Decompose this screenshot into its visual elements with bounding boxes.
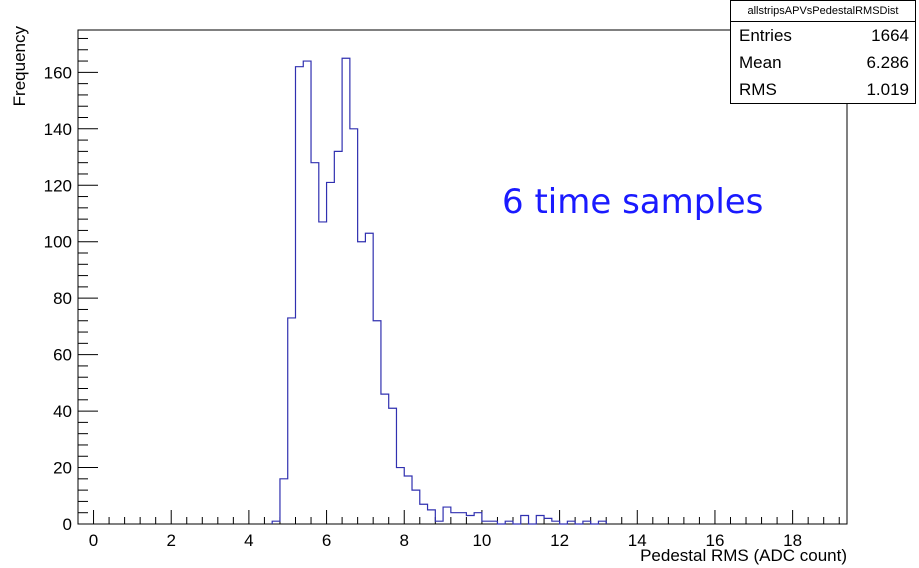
histogram-bin bbox=[295, 67, 303, 524]
stats-row-rms: RMS 1.019 bbox=[731, 76, 915, 103]
y-tick-label: 120 bbox=[44, 176, 72, 195]
x-tick-label: 18 bbox=[783, 531, 802, 550]
histogram-bin bbox=[443, 507, 451, 524]
y-tick-label: 40 bbox=[53, 402, 72, 421]
histogram-outline bbox=[271, 57, 607, 525]
histogram-bin bbox=[280, 479, 288, 524]
stats-value: 6.286 bbox=[866, 53, 909, 72]
histogram-bin bbox=[365, 233, 373, 524]
y-tick-label: 140 bbox=[44, 120, 72, 139]
plot-frame bbox=[77, 29, 848, 525]
histogram-bin bbox=[459, 513, 467, 524]
stats-box: allstripsAPVsPedestalRMSDist Entries 166… bbox=[730, 0, 916, 104]
histogram-bin bbox=[420, 504, 428, 524]
stats-row-entries: Entries 1664 bbox=[731, 22, 915, 49]
histogram-bin bbox=[350, 129, 358, 524]
x-tick-label: 16 bbox=[705, 531, 724, 550]
y-tick-label: 60 bbox=[53, 346, 72, 365]
histogram-bin bbox=[428, 510, 436, 524]
histogram-bin bbox=[334, 151, 342, 524]
y-tick-label: 100 bbox=[44, 233, 72, 252]
y-tick-label: 80 bbox=[53, 289, 72, 308]
y-axis-label: Frequency bbox=[10, 26, 29, 107]
histogram-bin bbox=[311, 163, 319, 524]
y-tick-label: 20 bbox=[53, 459, 72, 478]
x-tick-label: 12 bbox=[550, 531, 569, 550]
x-tick-label: 10 bbox=[472, 531, 491, 550]
histogram-bin bbox=[389, 408, 397, 524]
histogram-bin bbox=[327, 182, 335, 524]
histogram-bin bbox=[451, 513, 459, 524]
stats-title: allstripsAPVsPedestalRMSDist bbox=[731, 1, 915, 22]
histogram-bin bbox=[303, 61, 311, 524]
x-tick-label: 8 bbox=[400, 531, 409, 550]
histogram-bin bbox=[536, 516, 544, 524]
histogram-bin bbox=[319, 222, 327, 524]
histogram-bin bbox=[544, 518, 552, 524]
histogram-bin bbox=[381, 394, 389, 524]
histogram-bin bbox=[474, 513, 482, 524]
histogram-bin bbox=[373, 321, 381, 524]
stats-value: 1664 bbox=[871, 26, 909, 45]
histogram-bin bbox=[404, 476, 412, 524]
histogram-bin bbox=[288, 318, 296, 524]
x-tick-label: 4 bbox=[244, 531, 253, 550]
y-tick-label: 160 bbox=[44, 63, 72, 82]
histogram-bin bbox=[358, 242, 366, 524]
histogram-bin bbox=[466, 516, 474, 524]
x-tick-label: 0 bbox=[89, 531, 98, 550]
x-tick-label: 14 bbox=[628, 531, 647, 550]
x-tick-label: 6 bbox=[322, 531, 331, 550]
stats-label: RMS bbox=[739, 80, 777, 99]
stats-row-mean: Mean 6.286 bbox=[731, 49, 915, 76]
stats-value: 1.019 bbox=[866, 80, 909, 99]
histogram-bin bbox=[396, 468, 404, 524]
histogram-bin bbox=[342, 58, 350, 524]
y-tick-label: 0 bbox=[63, 515, 72, 534]
x-tick-label: 2 bbox=[166, 531, 175, 550]
histogram-bin bbox=[521, 516, 529, 524]
stats-label: Mean bbox=[739, 53, 782, 72]
x-axis-label: Pedestal RMS (ADC count) bbox=[640, 546, 847, 565]
histogram-bin bbox=[412, 490, 420, 524]
stats-label: Entries bbox=[739, 26, 792, 45]
annotation-text: 6 time samples bbox=[502, 182, 763, 222]
